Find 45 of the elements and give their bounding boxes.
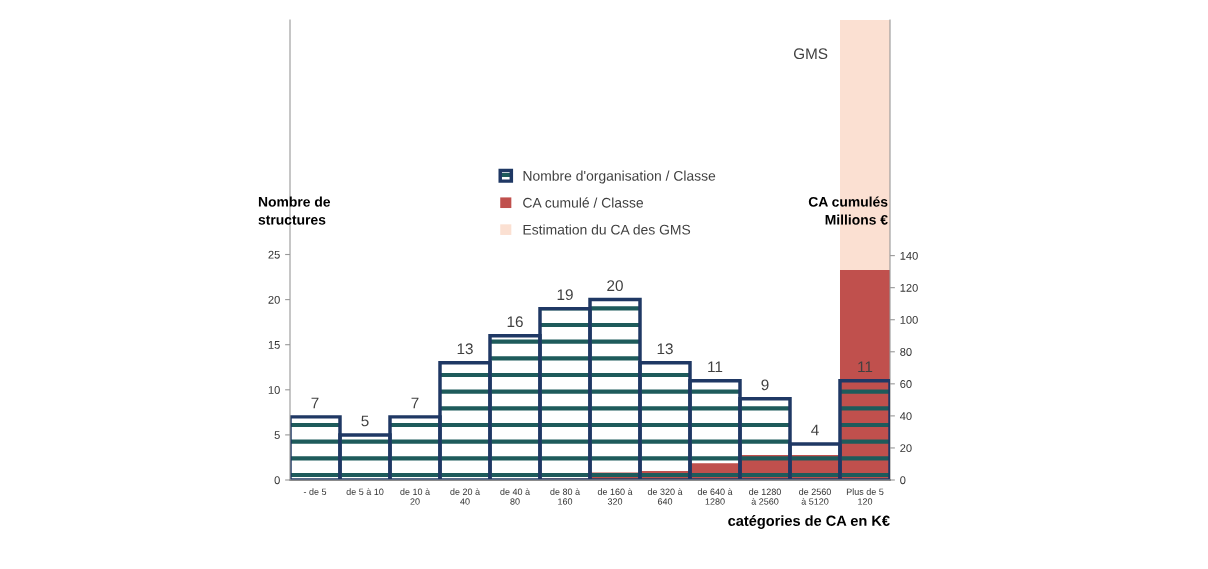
data-label: 13	[457, 343, 473, 355]
legend-label: Nombre d'organisation / Classe	[523, 170, 716, 184]
y2-tick-label: 80	[900, 348, 912, 356]
data-label: 19	[557, 289, 573, 301]
x-tick-label: de 10 à 20	[400, 488, 431, 505]
legend-label: Estimation du CA des GMS	[523, 224, 691, 235]
data-label: 11	[708, 361, 723, 373]
data-label: 13	[657, 343, 673, 355]
y2-tick-label: 60	[900, 380, 912, 388]
data-label: 9	[761, 379, 769, 391]
y-tick-label: 10	[268, 386, 280, 394]
x-tick-label: Plus de 5 120	[846, 488, 884, 505]
x-tick-label: de 1280 à 2560	[749, 488, 781, 505]
x-tick-label: de 160 à 320	[597, 488, 633, 505]
legend-label: CA cumulé / Classe	[523, 197, 644, 208]
x-tick-label: de 5 à 10	[346, 488, 384, 495]
y2-tick-label: 120	[900, 283, 918, 292]
x-tick-label: de 320 à 640	[647, 488, 683, 505]
data-label: 20	[607, 280, 623, 292]
y2-tick-label: 40	[899, 412, 912, 421]
y2-tick-label: 140	[900, 251, 918, 260]
y-tick-label: 25	[268, 250, 280, 259]
data-label: 4	[811, 424, 819, 436]
y2-tick-label: 100	[900, 315, 918, 324]
data-label: 11	[858, 361, 873, 373]
y-tick-label: 0	[274, 476, 280, 485]
x-tick-label: de 40 à 80	[500, 488, 531, 505]
data-label: 7	[411, 397, 419, 409]
data-label: 5	[361, 415, 369, 427]
y2-tick-label: 20	[900, 444, 912, 453]
x-tick-label: de 640 à 1280	[697, 488, 733, 505]
x-tick-label: de 2560 à 5120	[799, 488, 831, 505]
y2-axis-title: CA cumulés Millions €	[808, 196, 888, 225]
y-tick-label: 5	[274, 431, 280, 440]
x-tick-label: de 80 à 160	[550, 488, 581, 505]
data-label: 16	[507, 316, 523, 328]
data-label: 7	[311, 397, 319, 409]
y-axis-title: Nombre de structures	[258, 196, 331, 225]
x-tick-label: de 20 à 40	[450, 488, 481, 505]
x-tick-label: - de 5	[303, 488, 327, 495]
y-tick-label: 20	[268, 295, 280, 304]
y-tick-label: 15	[268, 341, 280, 349]
y2-tick-label: 0	[900, 476, 906, 485]
annotation: GMS	[793, 48, 828, 60]
x-axis-title: catégories de CA en K€	[728, 515, 890, 529]
